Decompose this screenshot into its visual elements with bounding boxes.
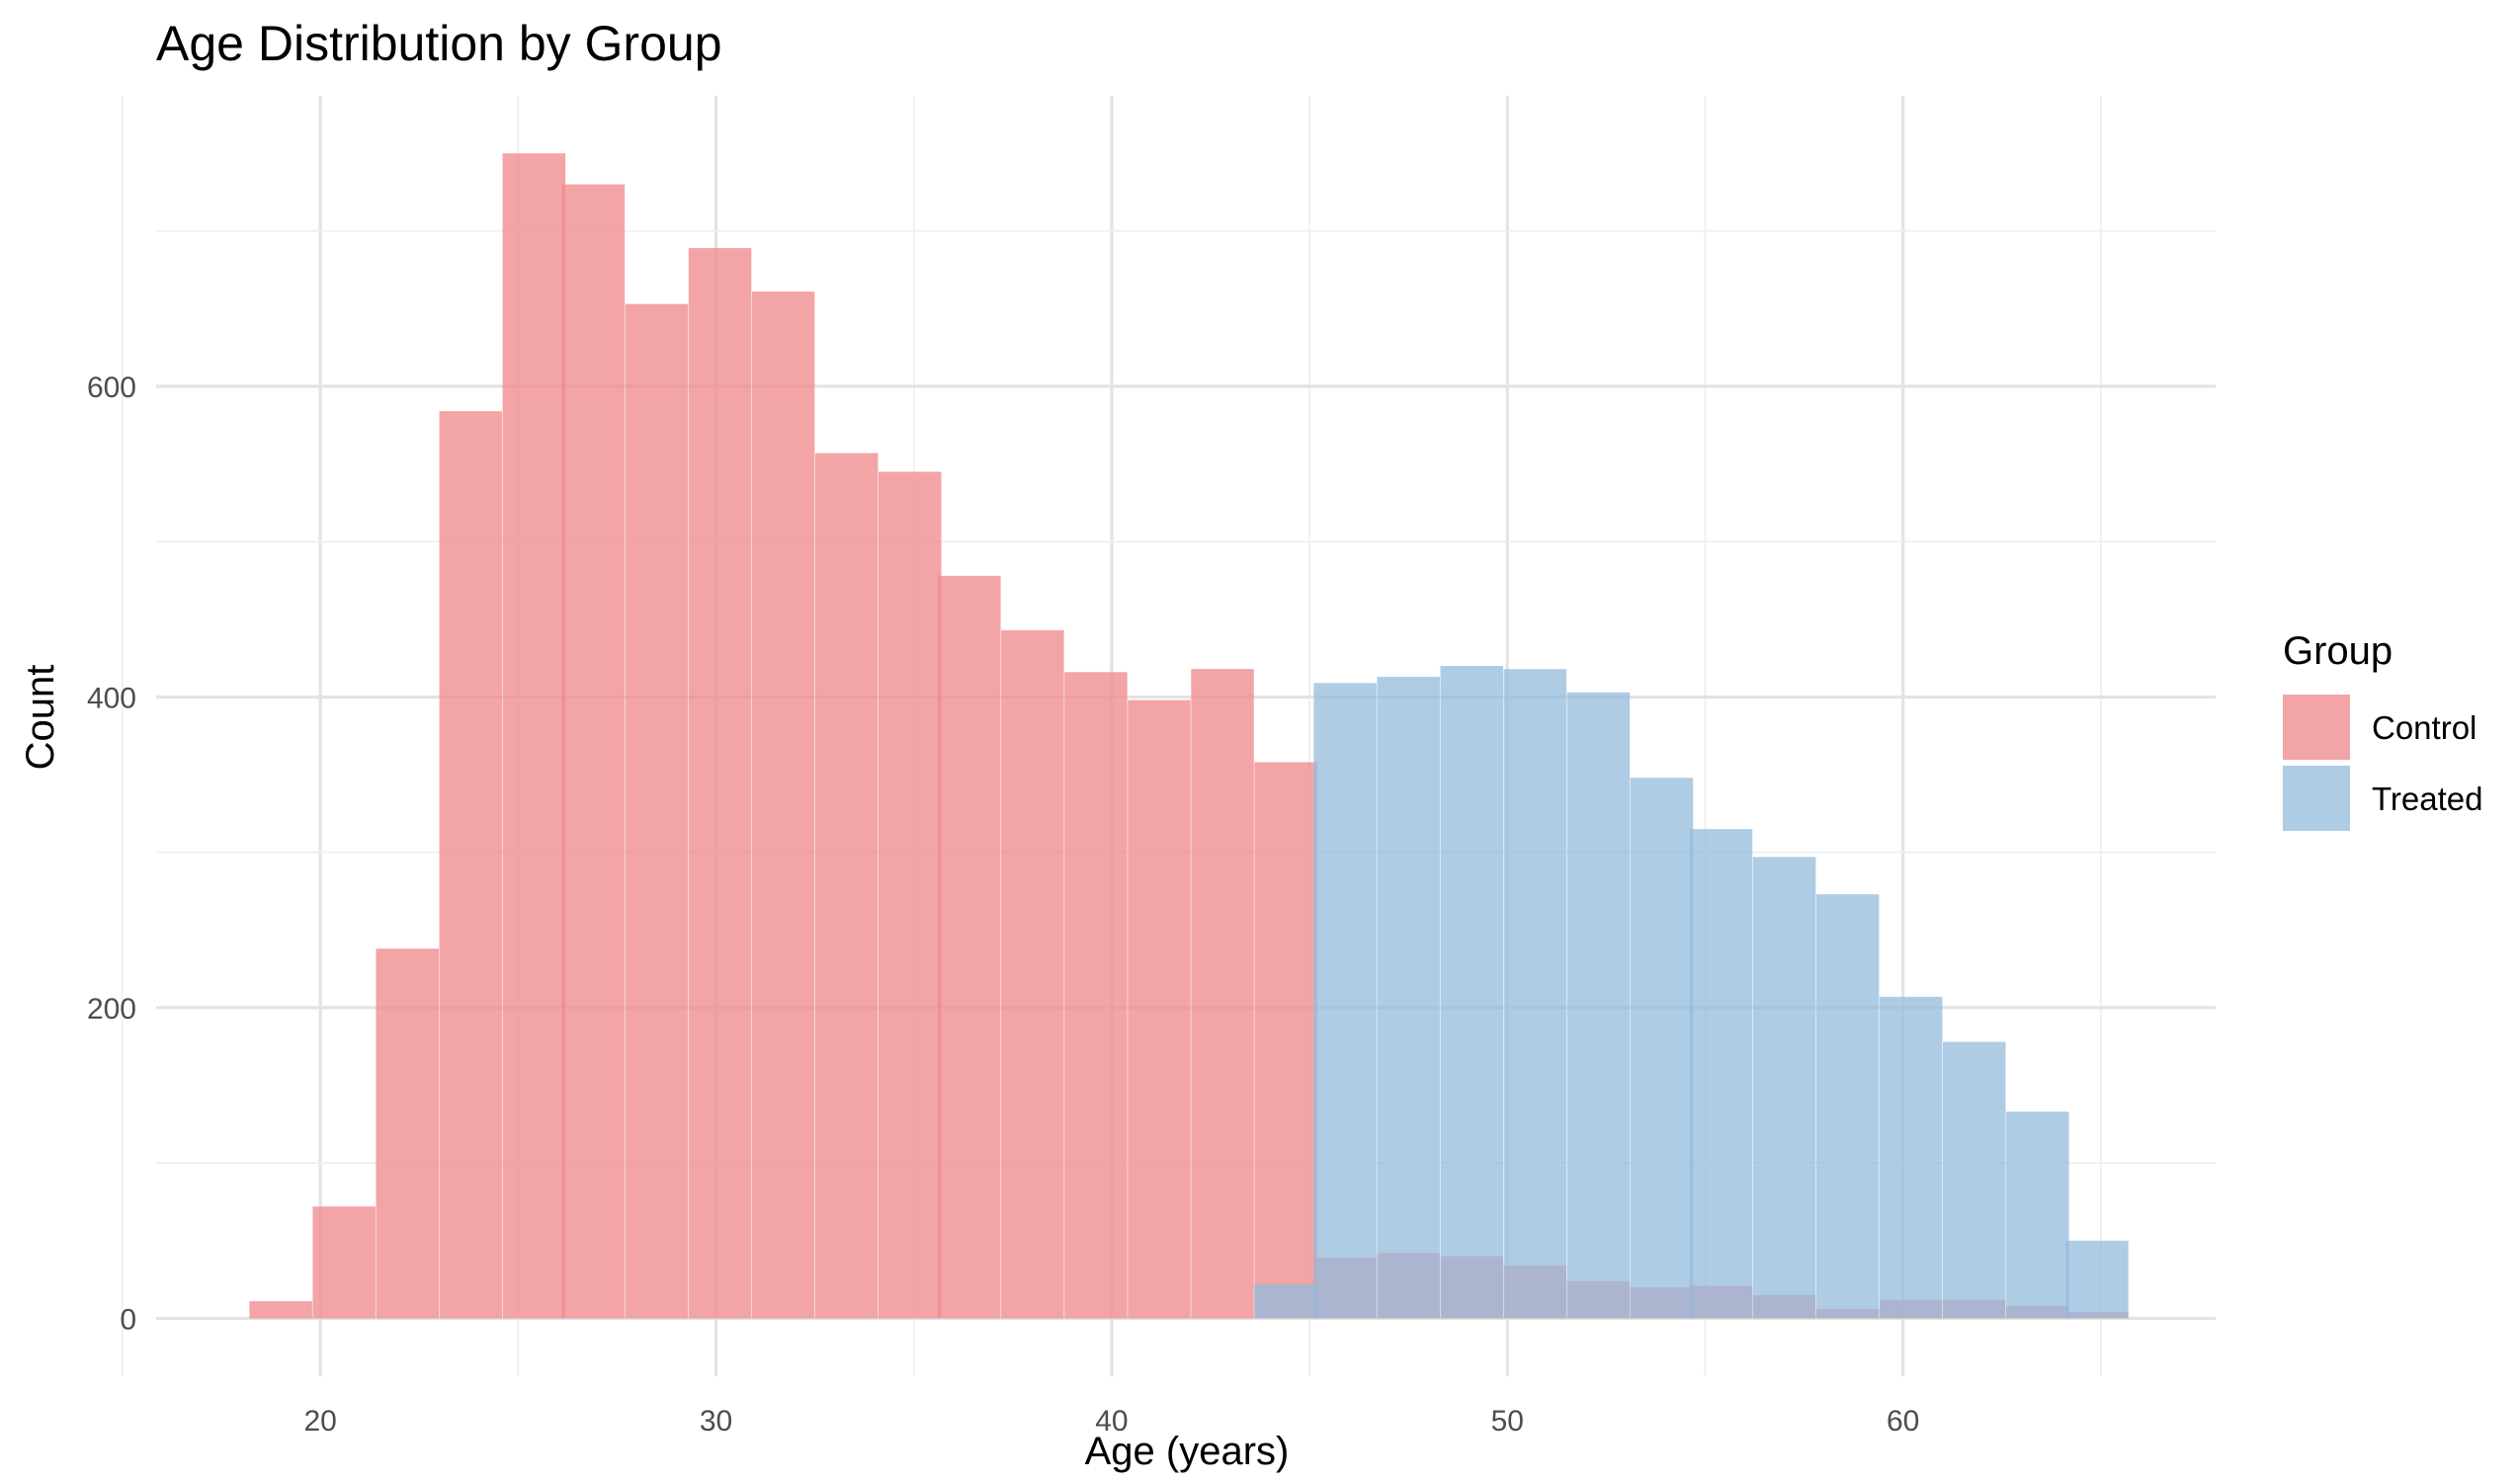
bar-treated	[1313, 683, 1377, 1319]
x-tick-label: 20	[303, 1405, 336, 1438]
bar-treated	[1815, 894, 1880, 1319]
legend-label-treated: Treated	[2372, 781, 2483, 817]
bar-treated	[1689, 829, 1753, 1319]
bar-control	[312, 1206, 376, 1319]
bar-control	[625, 303, 689, 1319]
bar-treated	[1440, 666, 1504, 1319]
bar-treated	[2006, 1112, 2069, 1319]
y-axis-title: Count	[19, 665, 62, 771]
bar-control	[1128, 700, 1191, 1319]
legend-label-control: Control	[2372, 709, 2477, 746]
series-control	[249, 153, 2129, 1319]
bar-treated	[1503, 669, 1567, 1319]
x-tick-label: 50	[1491, 1405, 1524, 1438]
bar-treated	[1566, 692, 1631, 1319]
bar-treated	[1377, 677, 1440, 1319]
bar-control	[376, 948, 439, 1319]
x-tick-label: 60	[1887, 1405, 1919, 1438]
bar-treated	[1943, 1041, 2006, 1319]
legend: Group Control Treated	[2283, 629, 2483, 831]
x-axis-ticks: 20 30 40 50 60	[303, 1405, 1919, 1438]
bar-control	[1254, 762, 1317, 1319]
bar-treated	[2065, 1240, 2129, 1319]
y-tick-label: 400	[87, 682, 136, 714]
bar-control	[878, 471, 942, 1319]
bar-control	[502, 153, 566, 1319]
bar-treated	[1879, 996, 1943, 1319]
series-treated	[1254, 666, 2129, 1319]
y-axis-ticks: 0 200 400 600	[87, 371, 136, 1336]
bar-control	[249, 1301, 312, 1319]
bar-control	[439, 411, 503, 1319]
bar-treated	[1630, 778, 1694, 1319]
chart-title: Age Distribution by Group	[156, 16, 722, 71]
bar-control	[688, 248, 752, 1319]
bar-control	[561, 184, 626, 1319]
bar-control	[751, 291, 815, 1319]
x-axis-title: Age (years)	[1085, 1430, 1290, 1473]
x-tick-label: 40	[1095, 1405, 1128, 1438]
bar-treated	[1254, 1283, 1317, 1319]
bar-treated	[1752, 857, 1816, 1319]
histogram-bars	[249, 153, 2129, 1319]
y-tick-label: 200	[87, 993, 136, 1026]
bar-control	[1064, 672, 1128, 1319]
y-tick-label: 600	[87, 371, 136, 404]
bar-control	[1191, 669, 1254, 1319]
legend-title: Group	[2283, 629, 2393, 673]
bar-control	[938, 575, 1001, 1319]
y-tick-label: 0	[120, 1303, 136, 1336]
legend-swatch-control	[2283, 695, 2350, 760]
x-tick-label: 30	[700, 1405, 732, 1438]
bar-control	[1001, 629, 1064, 1319]
legend-swatch-treated	[2283, 766, 2350, 831]
bar-control	[814, 453, 879, 1319]
